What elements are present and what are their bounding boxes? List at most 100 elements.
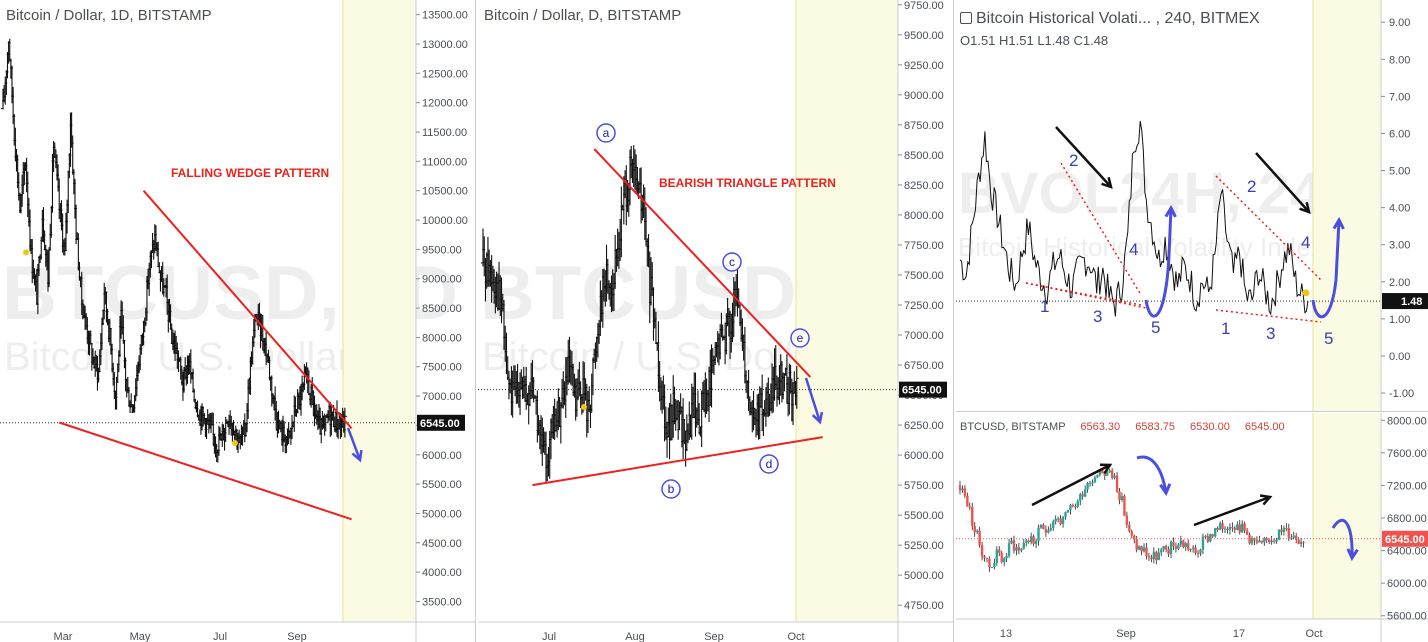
candle-body <box>1191 547 1195 549</box>
candle-body <box>1103 473 1106 476</box>
volatility-chart-svg[interactable]: -1.00 0.00 1.00 2.00 3.00 4.00 5.00 6.00 7.00 8.0… <box>956 0 1428 412</box>
trend-up-arrow-head <box>1259 494 1273 506</box>
y-tick-label: 4500.00 <box>422 538 462 550</box>
y-tick-label: -1.00 <box>1389 388 1414 400</box>
candle-chart-svg[interactable]: 5600.00 6000.00 6400.00 6800.00 7200.00 7600.… <box>956 413 1428 642</box>
elliott-wave-number: 1 <box>1221 319 1230 338</box>
y-tick-label: 8500.00 <box>422 303 462 315</box>
candle-body <box>998 549 1001 553</box>
elliott-wave-number: 2 <box>1069 151 1078 170</box>
pattern-trendline <box>58 421 352 521</box>
candle-body <box>1079 494 1082 502</box>
candle-body <box>1108 470 1111 473</box>
candle-body <box>1123 495 1126 516</box>
y-tick-label: 9250.00 <box>904 60 944 72</box>
candle-body <box>1226 528 1229 530</box>
current-price-tag <box>417 414 465 431</box>
candle-body <box>1204 536 1207 538</box>
candle-body <box>1037 527 1040 542</box>
candle-body <box>1106 472 1109 476</box>
candle-body <box>983 556 986 559</box>
trend-down-arrow-head <box>1299 201 1311 214</box>
candle-body <box>973 525 976 533</box>
candle-body <box>1017 547 1021 551</box>
candle-body <box>1250 538 1254 544</box>
y-tick-label: 7000.00 <box>422 391 462 403</box>
settings-icon[interactable] <box>960 12 972 24</box>
candle-body <box>1277 529 1281 540</box>
y-tick-label: 4000.00 <box>422 567 462 579</box>
candle-body <box>1297 539 1300 545</box>
trend-up-arrow <box>1031 463 1111 507</box>
candle-body <box>1167 549 1170 555</box>
candle-body <box>1012 540 1016 551</box>
candle-body <box>985 558 989 560</box>
candle-body <box>1282 527 1286 532</box>
candle-body <box>978 530 981 546</box>
y-tick-label: 5500.00 <box>422 479 462 491</box>
candle-body <box>1238 524 1241 533</box>
y-tick-label: 10000.00 <box>422 215 468 227</box>
chart-panel-btc-1d[interactable]: BTCUSD, 1D Bitcoin / U.S. Dollar 3500.00… <box>0 0 476 642</box>
candle-body <box>1179 540 1183 545</box>
wave-trendline <box>1060 162 1142 296</box>
candle-body <box>1290 537 1293 539</box>
chart-panel-btc-d[interactable]: BTCUSD, D Bitcoin / U.S. Dollar 4750.00 5… <box>478 0 954 642</box>
y-tick-label: 3.00 <box>1389 240 1410 252</box>
current-price-tag <box>1382 530 1428 547</box>
candle-body <box>1280 529 1283 532</box>
chart-panel-btcusd-sub[interactable]: 5600.00 6000.00 6400.00 6800.00 7200.00 7600.… <box>956 413 1428 642</box>
candle-body <box>1287 528 1291 538</box>
candle-body <box>1056 518 1060 520</box>
candle-body <box>1211 534 1214 537</box>
forecast-down-arrow <box>1331 518 1354 559</box>
wave-label: a <box>603 126 610 140</box>
elliott-wave-number: 4 <box>1301 233 1310 252</box>
candle-body <box>1201 536 1205 550</box>
y-tick-label: 2.00 <box>1389 277 1410 289</box>
candle-body <box>968 506 972 508</box>
current-price-value: 6545.00 <box>1385 534 1425 546</box>
candle-body <box>1245 530 1249 535</box>
candle-body <box>1292 535 1295 538</box>
chart-panel-bvol[interactable]: BVOL24H, 240 Bitcoin Historical Volatili… <box>956 0 1428 412</box>
y-tick-label: 6000.00 <box>422 450 462 462</box>
candle-body <box>1231 527 1234 529</box>
candle-body <box>1187 543 1190 550</box>
trend-up-arrow-head <box>1099 463 1113 474</box>
y-tick-label: 9000.00 <box>422 274 462 286</box>
y-tick-label: 6800.00 <box>1387 513 1427 525</box>
candle-body <box>966 495 969 507</box>
candle-body <box>1110 470 1114 478</box>
elliott-wave-number: 2 <box>1247 177 1256 196</box>
candle-body <box>1125 515 1129 525</box>
y-tick-label: 7600.00 <box>1387 448 1427 460</box>
y-tick-label: 4.00 <box>1389 203 1410 215</box>
candle-body <box>1120 495 1124 500</box>
candle-body <box>1118 491 1121 500</box>
y-tick-label: 9500.00 <box>904 30 944 42</box>
candle-body <box>1233 527 1237 530</box>
future-zone <box>1313 413 1381 619</box>
candle-body <box>1059 518 1062 524</box>
price-chart-svg[interactable]: 4750.00 5000.00 5250.00 5500.00 5750.00 6000.… <box>478 0 954 642</box>
y-tick-label: 13500.00 <box>422 10 468 22</box>
y-tick-label: 7200.00 <box>1387 480 1427 492</box>
forecast-down-arrow-head <box>1159 483 1172 497</box>
volatility-line <box>959 121 1309 317</box>
elliott-wave-number: 5 <box>1324 329 1333 348</box>
elliott-wave-number: 4 <box>1129 240 1138 259</box>
candle-body <box>1005 555 1008 559</box>
candle-body <box>1174 546 1178 550</box>
low-value: 6530.00 <box>1190 421 1230 433</box>
current-price-value: 6545.00 <box>420 418 460 430</box>
chart-title: Bitcoin Historical Volati... , 240, BITM… <box>960 10 1260 28</box>
current-value-tag <box>1382 293 1428 310</box>
candle-body <box>1000 552 1003 562</box>
candle-body <box>1260 540 1264 543</box>
candle-body <box>1137 546 1141 550</box>
candle-body <box>1034 541 1038 544</box>
y-tick-label: 6250.00 <box>904 420 944 432</box>
price-chart-svg[interactable]: 3500.00 4000.00 4500.00 5000.00 5500.00 6000.… <box>0 0 476 642</box>
wave-label-circle <box>596 123 616 143</box>
